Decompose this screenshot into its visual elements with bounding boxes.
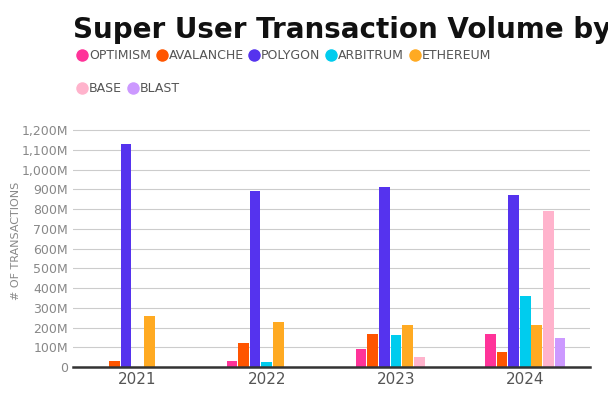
Bar	[531, 325, 542, 367]
Bar	[485, 334, 496, 367]
Text: Super User Transaction Volume by Chain: Super User Transaction Volume by Chain	[73, 16, 608, 44]
Bar	[520, 296, 531, 367]
Bar	[367, 334, 378, 367]
Bar	[356, 349, 367, 367]
Bar	[414, 357, 424, 367]
Y-axis label: # OF TRANSACTIONS: # OF TRANSACTIONS	[11, 182, 21, 300]
Bar	[238, 344, 249, 367]
Bar	[379, 187, 390, 367]
Bar	[543, 211, 554, 367]
Bar	[390, 335, 401, 367]
Bar	[144, 316, 154, 367]
Bar	[273, 322, 284, 367]
Bar	[554, 337, 565, 367]
Bar	[109, 361, 120, 367]
Legend: BASE, BLAST: BASE, BLAST	[79, 82, 180, 95]
Bar	[402, 325, 413, 367]
Bar	[497, 353, 507, 367]
Bar	[508, 195, 519, 367]
Bar	[120, 144, 131, 367]
Bar	[261, 362, 272, 367]
Bar	[227, 361, 237, 367]
Bar	[250, 191, 260, 367]
